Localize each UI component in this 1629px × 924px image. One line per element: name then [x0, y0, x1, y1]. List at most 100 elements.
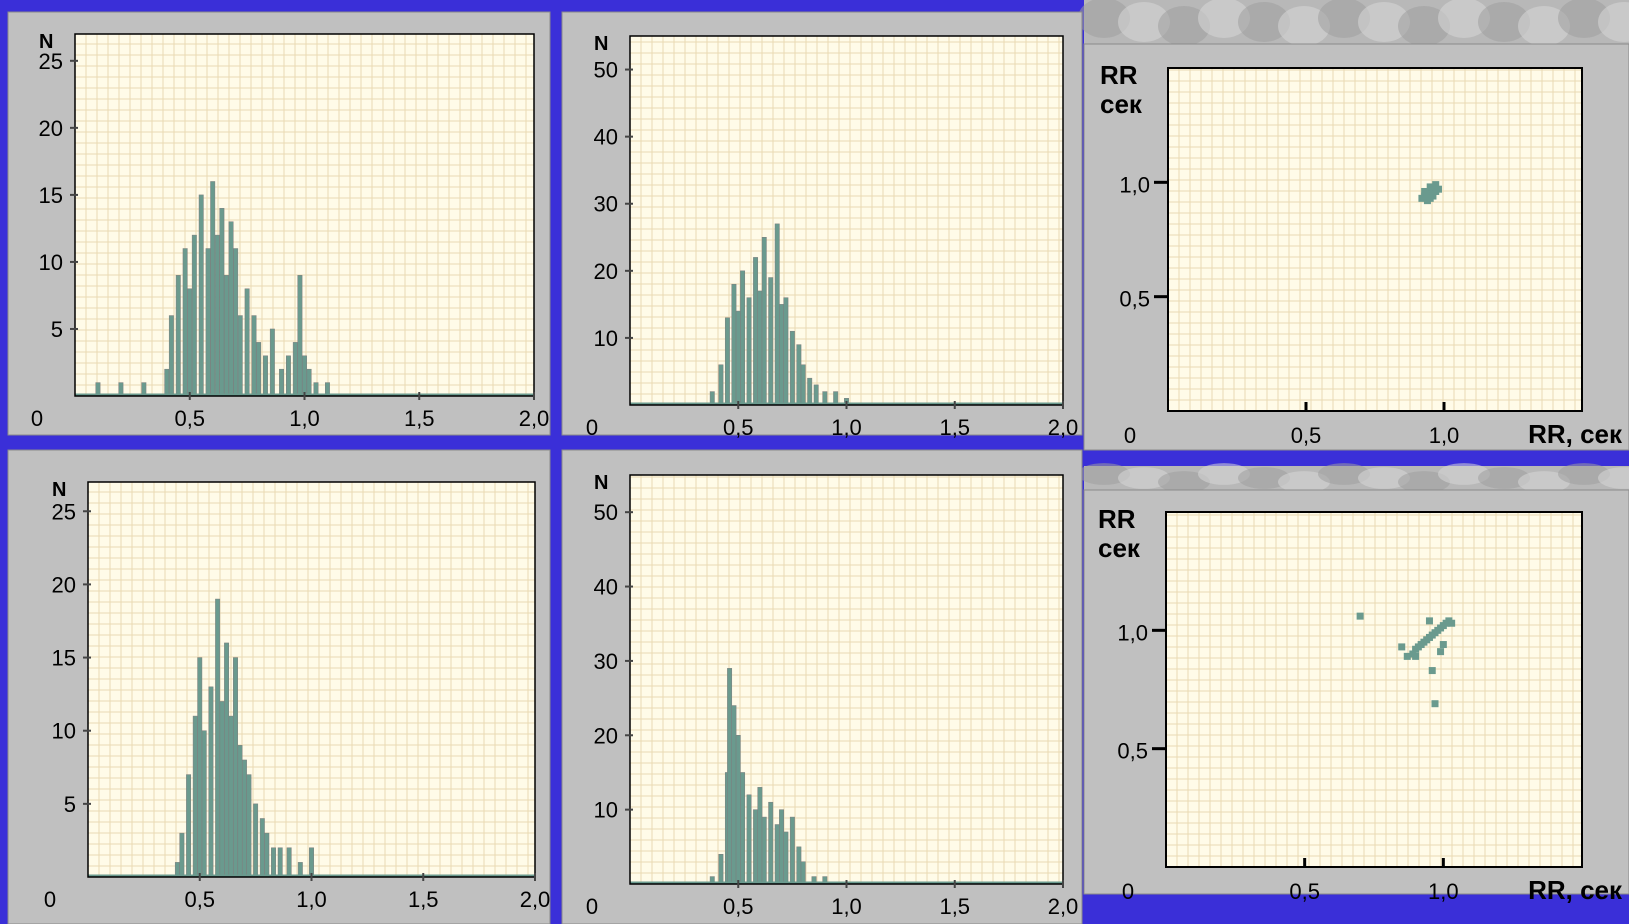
- histogram-bar: [182, 248, 188, 397]
- texture-blob: [1078, 463, 1130, 485]
- histogram-bar: [740, 270, 746, 406]
- origin-label: 0: [1122, 879, 1134, 904]
- texture-blob: [1518, 6, 1570, 46]
- histogram-bar: [285, 355, 291, 397]
- histogram-bar: [727, 668, 733, 885]
- histogram-bar: [783, 297, 789, 406]
- histogram-bar: [800, 861, 806, 885]
- y-tick-label: 1,0: [1119, 172, 1150, 197]
- x-tick-label: 0,5: [1291, 423, 1322, 448]
- histogram-bar: [779, 304, 784, 406]
- texture-blob: [1158, 471, 1210, 493]
- texture-blob: [1358, 2, 1410, 42]
- x-tick-label: 1,5: [939, 894, 970, 919]
- histogram-bar: [187, 288, 193, 397]
- histogram-bar: [753, 257, 759, 406]
- histogram-bar: [228, 221, 234, 397]
- y-axis-label: N: [39, 31, 53, 53]
- histogram-bar: [735, 735, 741, 885]
- plot-frame: [1165, 511, 1583, 868]
- texture-blob: [1158, 6, 1210, 46]
- texture-blob: [1278, 471, 1330, 493]
- origin-label: 0: [586, 415, 598, 440]
- histogram-bar: [175, 275, 181, 397]
- histogram-bar: [224, 275, 229, 397]
- texture-blob: [1438, 0, 1490, 38]
- histogram-bar: [800, 364, 806, 406]
- plot-area: [630, 475, 1063, 884]
- texture-blob: [1438, 463, 1490, 485]
- x-tick-label: 0,5: [1289, 879, 1320, 904]
- y-tick-label: 40: [594, 125, 618, 150]
- y-axis-label-line1: RR: [1100, 60, 1138, 90]
- x-tick-label: 1,0: [289, 406, 320, 431]
- y-tick-label: 50: [594, 58, 618, 83]
- histogram-bar: [783, 831, 789, 885]
- texture-blob: [1518, 471, 1570, 493]
- histogram-bar: [757, 290, 763, 406]
- texture-blob: [1478, 467, 1530, 489]
- histogram-bar: [233, 657, 238, 878]
- scatter-point: [1432, 181, 1440, 189]
- x-tick-label: 1,5: [408, 887, 439, 912]
- histogram-bar: [269, 328, 275, 397]
- texture-blob: [1398, 6, 1450, 46]
- histogram-bar: [205, 248, 211, 397]
- histogram-bar: [215, 598, 221, 878]
- histogram-bar: [253, 803, 259, 878]
- histogram-bar: [210, 181, 216, 397]
- histogram-bar: [292, 342, 298, 397]
- histogram-bar: [208, 686, 214, 878]
- histogram-bar: [224, 642, 230, 878]
- y-axis-label: N: [594, 472, 608, 494]
- x-tick-label: 0,5: [723, 894, 754, 919]
- histogram-bar: [191, 234, 197, 397]
- histogram-bar: [286, 847, 292, 878]
- histogram-bar: [753, 809, 759, 885]
- histogram-bar: [796, 846, 802, 885]
- histogram-bar: [813, 384, 819, 406]
- y-axis-label-line1: RR: [1098, 504, 1136, 534]
- histogram-bar: [201, 730, 207, 878]
- histogram-bar: [735, 310, 741, 406]
- texture-blob: [1238, 467, 1290, 489]
- texture-blob: [1558, 0, 1610, 38]
- scatter-point: [1356, 612, 1364, 620]
- scatter-point: [1431, 700, 1439, 708]
- scatter-point: [1398, 643, 1406, 651]
- y-tick-label: 30: [594, 649, 618, 674]
- histogram-bar: [219, 208, 225, 397]
- scatter-point: [1426, 183, 1434, 191]
- histogram-bar: [718, 854, 724, 885]
- histogram-bar: [219, 701, 225, 878]
- x-tick-label: 1,0: [296, 887, 327, 912]
- histogram-bar: [237, 745, 243, 878]
- texture-blob: [1278, 6, 1330, 46]
- x-tick-label: 1,5: [939, 415, 970, 440]
- histogram-bar: [746, 297, 752, 406]
- histogram-bar: [789, 330, 795, 406]
- histogram-bar: [179, 832, 185, 878]
- x-tick-label: 0,5: [174, 406, 205, 431]
- scatter-point: [1421, 187, 1429, 195]
- x-tick-label: 0,5: [184, 887, 215, 912]
- histogram-bar: [198, 194, 204, 397]
- texture-blob: [1598, 2, 1629, 42]
- histogram-bar: [757, 787, 763, 885]
- grid-lines: [1166, 512, 1582, 867]
- hist-top-middle: N 10 20 30 40 50 0,5 1,0 1,5 2,0 0: [561, 11, 1083, 440]
- histogram-bars: [709, 223, 849, 406]
- histogram-bar: [306, 368, 312, 397]
- grid-lines: [1168, 68, 1582, 411]
- texture-blob: [1198, 0, 1250, 38]
- histogram-bar: [186, 774, 192, 878]
- histogram-bar: [256, 342, 262, 397]
- y-tick-label: 10: [52, 719, 76, 744]
- scatter-point: [1412, 652, 1420, 660]
- texture-blob: [1198, 463, 1250, 485]
- histogram-bar: [761, 816, 767, 885]
- y-axis-label-line2: сек: [1098, 533, 1141, 563]
- y-tick-label: 25: [52, 499, 76, 524]
